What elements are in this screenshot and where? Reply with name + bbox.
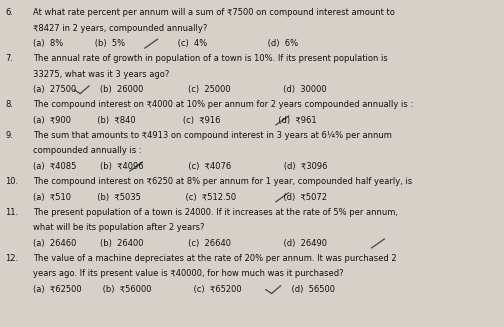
Text: At what rate percent per annum will a sum of ₹7500 on compound interest amount t: At what rate percent per annum will a su… — [33, 8, 395, 17]
Text: The annual rate of growth in population of a town is 10%. If its present populat: The annual rate of growth in population … — [33, 54, 388, 63]
Text: (a)  8%            (b)  5%                    (c)  4%                       (d) : (a) 8% (b) 5% (c) 4% (d) — [33, 39, 298, 48]
Text: 10.: 10. — [5, 177, 18, 186]
Text: (a)  27500         (b)  26000                 (c)  25000                    (d) : (a) 27500 (b) 26000 (c) 25000 (d) — [33, 85, 327, 94]
Text: 12.: 12. — [5, 254, 18, 263]
Text: The present population of a town is 24000. If it increases at the rate of 5% per: The present population of a town is 2400… — [33, 208, 398, 217]
Text: The compound interest on ₹4000 at 10% per annum for 2 years compounded annually : The compound interest on ₹4000 at 10% pe… — [33, 100, 413, 110]
Text: The compound interest on ₹6250 at 8% per annum for 1 year, compounded half yearl: The compound interest on ₹6250 at 8% per… — [33, 177, 412, 186]
Text: (a)  ₹62500        (b)  ₹56000                (c)  ₹65200                   (d) : (a) ₹62500 (b) ₹56000 (c) ₹65200 (d) — [33, 285, 335, 294]
Text: years ago. If its present value is ₹40000, for how much was it purchased?: years ago. If its present value is ₹4000… — [33, 269, 343, 279]
Text: 11.: 11. — [5, 208, 18, 217]
Text: 6.: 6. — [5, 8, 13, 17]
Text: 7.: 7. — [5, 54, 13, 63]
Text: (a)  ₹4085         (b)  ₹4096                 (c)  ₹4076                    (d) : (a) ₹4085 (b) ₹4096 (c) ₹4076 (d) — [33, 162, 327, 171]
Text: 9.: 9. — [5, 131, 13, 140]
Text: what will be its population after 2 years?: what will be its population after 2 year… — [33, 223, 204, 232]
Text: 8.: 8. — [5, 100, 13, 110]
Text: ₹8427 in 2 years, compounded annually?: ₹8427 in 2 years, compounded annually? — [33, 24, 207, 33]
Text: The sum that amounts to ₹4913 on compound interest in 3 years at 6¼% per annum: The sum that amounts to ₹4913 on compoun… — [33, 131, 392, 140]
Text: 33275, what was it 3 years ago?: 33275, what was it 3 years ago? — [33, 70, 169, 79]
Text: (a)  ₹510          (b)  ₹5035                 (c)  ₹512.50                  (d) : (a) ₹510 (b) ₹5035 (c) ₹512.50 (d) — [33, 193, 327, 202]
Text: The value of a machine depreciates at the rate of 20% per annum. It was purchase: The value of a machine depreciates at th… — [33, 254, 396, 263]
Text: compounded annually is :: compounded annually is : — [33, 146, 142, 156]
Text: (a)  26460         (b)  26400                 (c)  26640                    (d) : (a) 26460 (b) 26400 (c) 26640 (d) — [33, 239, 327, 248]
Text: (a)  ₹900          (b)  ₹840                  (c)  ₹916                      (d): (a) ₹900 (b) ₹840 (c) ₹916 (d) — [33, 116, 317, 125]
